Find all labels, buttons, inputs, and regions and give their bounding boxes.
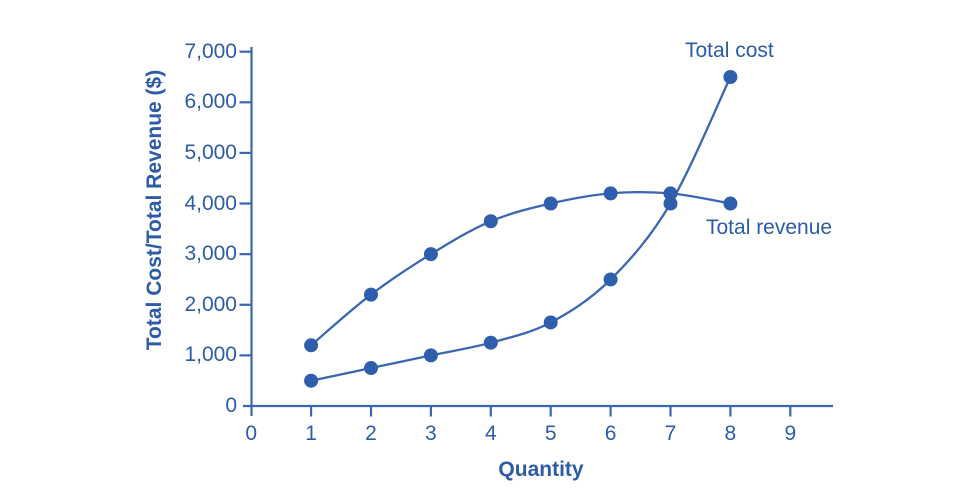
x-tick-label: 8 bbox=[724, 422, 737, 445]
data-point-total-cost bbox=[483, 335, 498, 350]
data-point-total-revenue bbox=[483, 214, 498, 229]
curve-total-revenue bbox=[310, 190, 731, 347]
data-point-total-cost bbox=[663, 196, 678, 211]
series-label-total-cost: Total cost bbox=[685, 39, 774, 62]
data-point-total-cost bbox=[423, 348, 438, 363]
y-tick-label: 6,000 bbox=[184, 90, 237, 114]
y-tick-label: 7,000 bbox=[184, 39, 237, 63]
data-point-total-revenue bbox=[423, 247, 438, 262]
y-tick-label: 5,000 bbox=[184, 140, 237, 164]
x-tick-label: 0 bbox=[245, 422, 258, 445]
x-tick-label: 9 bbox=[784, 422, 797, 445]
data-point-total-cost bbox=[603, 272, 618, 287]
x-tick-label: 3 bbox=[425, 422, 437, 445]
data-point-total-revenue bbox=[603, 186, 618, 201]
x-axis-title: Quantity bbox=[498, 458, 584, 481]
y-tick-label: 3,000 bbox=[184, 242, 237, 266]
data-point-total-revenue bbox=[364, 287, 378, 302]
x-tick-label: 7 bbox=[664, 422, 677, 445]
data-point-total-revenue bbox=[304, 338, 319, 353]
x-tick-label: 6 bbox=[604, 422, 617, 445]
data-point-total-revenue bbox=[543, 196, 558, 211]
data-point-total-cost bbox=[723, 70, 738, 85]
data-point-total-revenue bbox=[663, 186, 678, 201]
y-tick-label: 2,000 bbox=[184, 292, 237, 316]
data-markers bbox=[304, 70, 738, 388]
data-point-total-cost bbox=[364, 361, 378, 376]
x-tick-label: 4 bbox=[484, 422, 497, 445]
y-axis-title: Total Cost/Total Revenue ($) bbox=[143, 69, 166, 351]
data-curves bbox=[310, 76, 732, 382]
x-tick-label: 2 bbox=[365, 422, 377, 445]
data-point-total-revenue bbox=[723, 196, 738, 211]
series-label-total-revenue: Total revenue bbox=[706, 216, 833, 239]
axes bbox=[239, 47, 833, 417]
curve-total-cost bbox=[310, 76, 732, 382]
x-tick-label: 1 bbox=[305, 422, 317, 445]
data-point-total-cost bbox=[304, 373, 319, 388]
y-tick-label: 4,000 bbox=[184, 191, 237, 215]
y-tick-label: 1,000 bbox=[184, 343, 237, 367]
y-tick-label: 0 bbox=[225, 394, 237, 417]
x-tick-label: 5 bbox=[544, 422, 557, 445]
data-point-total-cost bbox=[543, 315, 558, 330]
